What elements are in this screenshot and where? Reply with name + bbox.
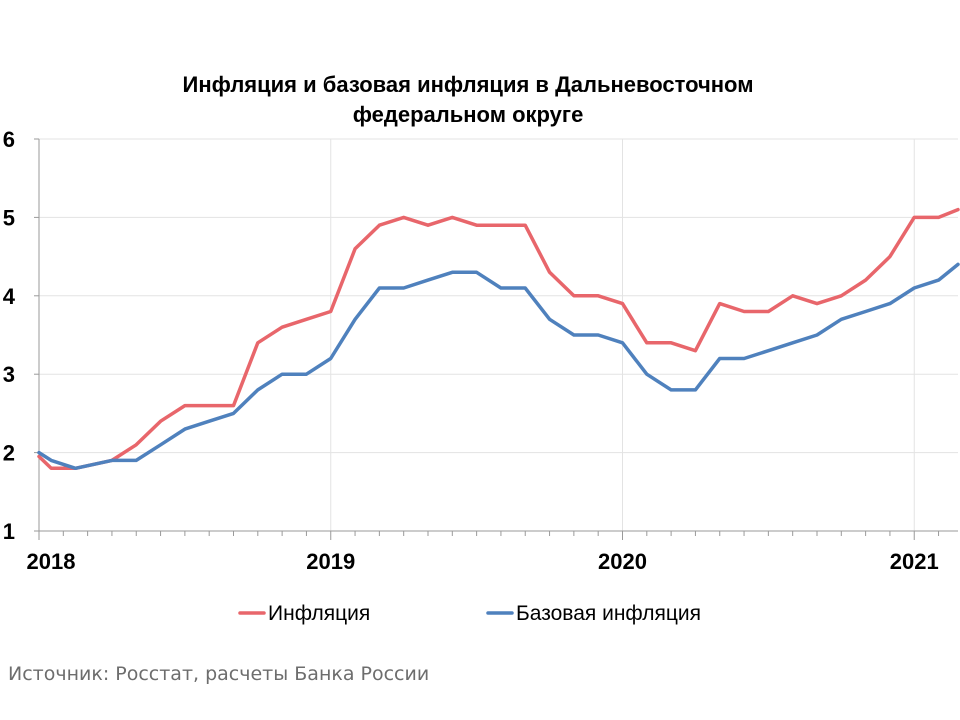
y-tick-label: 6 bbox=[3, 127, 15, 152]
y-tick-label: 1 bbox=[3, 519, 15, 544]
x-tick-label: 2020 bbox=[598, 549, 647, 574]
gridlines bbox=[39, 138, 958, 531]
legend-label-core-inflation: Базовая инфляция bbox=[516, 602, 701, 625]
y-tick-label: 3 bbox=[3, 362, 15, 387]
chart-title-line-2: федеральном округе bbox=[353, 102, 584, 127]
chart-title-line-1: Инфляция и базовая инфляция в Дальневост… bbox=[183, 72, 754, 97]
y-tick-label: 2 bbox=[3, 441, 15, 466]
source-note: Источник: Росстат, расчеты Банка России bbox=[8, 663, 430, 685]
x-tick-label: 2019 bbox=[306, 549, 355, 574]
x-tick-label: 2018 bbox=[27, 549, 76, 574]
series-line-inflation bbox=[37, 207, 960, 471]
series-line-core-inflation bbox=[37, 262, 960, 471]
y-tick-label: 4 bbox=[3, 284, 16, 309]
legend: Инфляция Базовая инфляция bbox=[238, 602, 701, 625]
x-tick-label: 2021 bbox=[890, 549, 939, 574]
data-series bbox=[37, 207, 960, 471]
legend-label-inflation: Инфляция bbox=[268, 602, 370, 625]
axes: 1 2 3 4 5 6 2018 2019 2020 2021 bbox=[3, 127, 958, 574]
y-tick-label: 5 bbox=[3, 205, 15, 230]
